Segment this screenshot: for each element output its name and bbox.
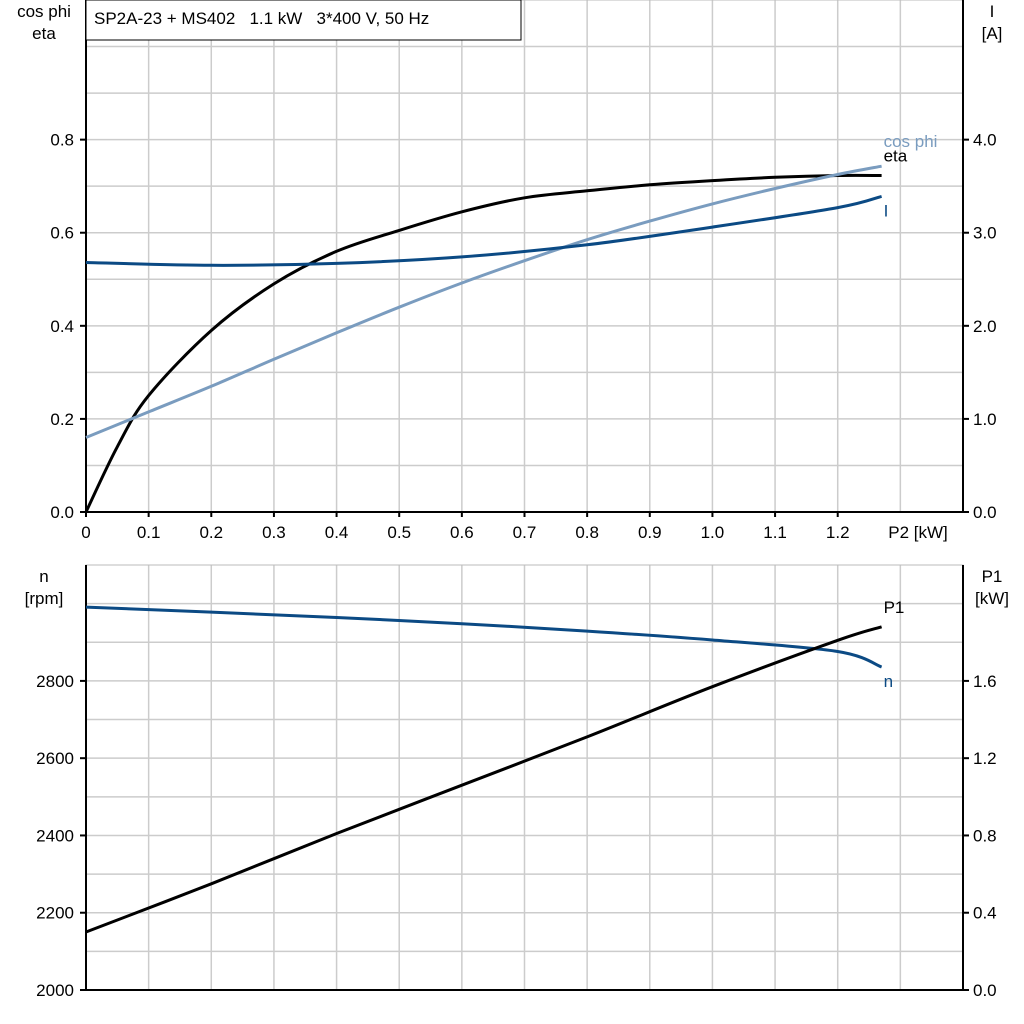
y-tick-label-left: 0.8 <box>50 131 74 150</box>
y-tick-label-left: 0.6 <box>50 224 74 243</box>
x-tick-label: 0.6 <box>450 523 474 542</box>
x-tick-label: 0.4 <box>325 523 349 542</box>
y-tick-label-right: 1.2 <box>973 749 997 768</box>
series-label-p1: P1 <box>884 598 905 617</box>
y-axis-label-left: n <box>39 567 48 586</box>
y-tick-label-right: 0.0 <box>973 503 997 522</box>
y-tick-label-right: 0.0 <box>973 981 997 1000</box>
y-tick-label-right: 1.0 <box>973 410 997 429</box>
x-tick-label: 0 <box>81 523 90 542</box>
y-axis-label-left: cos phi <box>17 2 71 21</box>
y-tick-label-left: 0.4 <box>50 317 74 336</box>
series-line-p1 <box>85 625 883 934</box>
y-tick-label-right: 0.8 <box>973 826 997 845</box>
x-tick-label: 1.0 <box>701 523 725 542</box>
y-tick-label-right: 0.4 <box>973 904 997 923</box>
series-line-cos-phi <box>85 164 882 439</box>
x-tick-label: 0.3 <box>262 523 286 542</box>
y-tick-label-right: 1.6 <box>973 672 997 691</box>
x-tick-label: 0.1 <box>137 523 161 542</box>
x-tick-label: 0.7 <box>513 523 537 542</box>
x-tick-label: 0.5 <box>387 523 411 542</box>
x-tick-label: 0.2 <box>199 523 223 542</box>
y-axis-label-right: I <box>990 2 995 21</box>
x-tick-label: 1.1 <box>763 523 787 542</box>
y-tick-label-left: 2200 <box>36 904 74 923</box>
y-tick-label-left: 2000 <box>36 981 74 1000</box>
y-tick-label-left: 2600 <box>36 749 74 768</box>
y-tick-label-right: 2.0 <box>973 317 997 336</box>
y-axis-label-right: [kW] <box>975 589 1009 608</box>
y-tick-label-left: 2400 <box>36 826 74 845</box>
series-label-eta: eta <box>884 147 908 166</box>
chart-title: SP2A-23 + MS402 1.1 kW 3*400 V, 50 Hz <box>94 9 429 28</box>
x-tick-label: 1.2 <box>826 523 850 542</box>
y-axis-label-right: P1 <box>982 567 1003 586</box>
y-tick-label-left: 2800 <box>36 672 74 691</box>
series-line-eta <box>84 173 882 513</box>
y-tick-label-left: 0.0 <box>50 503 74 522</box>
y-axis-label-right: [A] <box>982 24 1003 43</box>
y-tick-label-right: 4.0 <box>973 131 997 150</box>
x-tick-label: 0.9 <box>638 523 662 542</box>
x-axis-label: P2 [kW] <box>888 523 948 542</box>
series-label-n: n <box>884 672 893 691</box>
y-tick-label-right: 3.0 <box>973 224 997 243</box>
series-line-i <box>85 194 882 267</box>
series-line-n <box>85 605 883 669</box>
series-label-i: I <box>884 201 889 220</box>
title-box <box>85 0 522 41</box>
series-label-cos-phi: cos phi <box>884 132 938 151</box>
y-axis-label-left: [rpm] <box>25 589 64 608</box>
y-tick-label-left: 0.2 <box>50 410 74 429</box>
x-tick-label: 0.8 <box>575 523 599 542</box>
y-axis-label-left: eta <box>32 24 56 43</box>
